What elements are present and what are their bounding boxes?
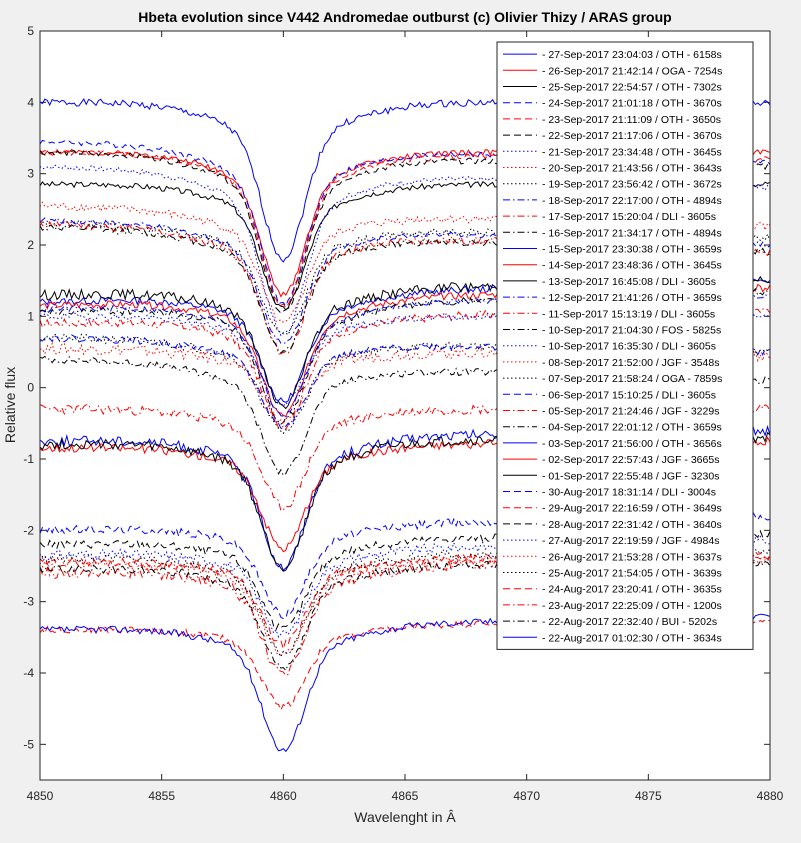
legend-label: - 14-Sep-2017 23:48:36 / OTH - 3645s	[542, 260, 722, 272]
legend-label: - 26-Aug-2017 21:53:28 / OTH - 3637s	[542, 551, 722, 563]
legend-label: - 19-Sep-2017 23:56:42 / OTH - 3672s	[542, 179, 722, 191]
legend-label: - 25-Sep-2017 22:54:57 / OTH - 7302s	[542, 82, 722, 94]
legend-label: - 15-Sep-2017 23:30:38 / OTH - 3659s	[542, 244, 722, 256]
legend-label: - 05-Sep-2017 21:24:46 / JGF - 3229s	[542, 406, 719, 418]
legend-label: - 01-Sep-2017 22:55:48 / JGF - 3230s	[542, 470, 719, 482]
series-line	[39, 219, 771, 355]
legend-label: - 07-Sep-2017 21:58:24 / OGA - 7859s	[542, 373, 722, 385]
y-tick-label: -2	[23, 523, 34, 537]
legend-label: - 16-Sep-2017 21:34:17 / OTH - 4894s	[542, 227, 722, 239]
y-axis-label: Relative flux	[2, 367, 18, 443]
legend-label: - 03-Sep-2017 21:56:00 / OTH - 3656s	[542, 438, 722, 450]
legend-label: - 30-Aug-2017 18:31:14 / DLI - 3004s	[542, 487, 716, 499]
legend-label: - 17-Sep-2017 15:20:04 / DLI - 3605s	[542, 211, 716, 223]
x-tick-label: 4855	[148, 789, 175, 803]
legend-label: - 23-Aug-2017 22:25:09 / OTH - 1200s	[542, 600, 722, 612]
legend-label: - 27-Sep-2017 23:04:03 / OTH - 6158s	[542, 49, 722, 61]
x-tick-label: 4870	[513, 789, 540, 803]
legend-label: - 12-Sep-2017 21:41:26 / OTH - 3659s	[542, 292, 722, 304]
legend-label: - 04-Sep-2017 22:01:12 / OTH - 3659s	[542, 422, 722, 434]
x-tick-label: 4865	[392, 789, 419, 803]
legend-label: - 26-Sep-2017 21:42:14 / OGA - 7254s	[542, 65, 722, 77]
legend: - 27-Sep-2017 23:04:03 / OTH - 6158s - 26…	[496, 41, 754, 650]
legend-label: - 22-Aug-2017 22:32:40 / BUI - 5202s	[542, 616, 717, 628]
chart-title: Hbeta evolution since V442 Andromedae ou…	[138, 9, 671, 25]
y-tick-label: -4	[23, 666, 34, 680]
y-tick-labels: -5 -4 -3 -2 -1 0 1 2 3 4 5	[23, 24, 34, 751]
legend-label: - 06-Sep-2017 15:10:25 / DLI - 3605s	[542, 389, 716, 401]
legend-label: - 11-Sep-2017 15:13:19 / DLI - 3605s	[542, 308, 715, 320]
y-tick-label: 0	[27, 381, 34, 395]
y-tick-label: -1	[23, 452, 34, 466]
legend-label: - 10-Sep-2017 16:35:30 / DLI - 3605s	[542, 341, 716, 353]
legend-label: - 13-Sep-2017 16:45:08 / DLI - 3605s	[542, 276, 716, 288]
y-tick-label: 3	[27, 167, 34, 181]
legend-label: - 21-Sep-2017 23:34:48 / OTH - 3645s	[542, 146, 722, 158]
legend-label: - 24-Sep-2017 21:01:18 / OTH - 3670s	[542, 98, 722, 110]
y-tick-label: 2	[27, 238, 34, 252]
legend-label: - 28-Aug-2017 22:31:42 / OTH - 3640s	[542, 519, 722, 531]
x-tick-labels: 4850 4855 4860 4865 4870 4875 4880	[27, 789, 784, 803]
legend-label: - 18-Sep-2017 22:17:00 / OTH - 4894s	[542, 195, 722, 207]
legend-label: - 24-Aug-2017 23:20:41 / OTH - 3635s	[542, 584, 722, 596]
series-line	[39, 148, 771, 309]
legend-label: - 02-Sep-2017 22:57:43 / JGF - 3665s	[542, 454, 719, 466]
legend-label: - 27-Aug-2017 22:19:59 / JGF - 4984s	[542, 535, 719, 547]
series-line	[39, 287, 771, 425]
legend-label: - 25-Aug-2017 21:54:05 / OTH - 3639s	[542, 568, 722, 580]
x-axis-label: Wavelenght in Â	[354, 809, 456, 825]
legend-label: - 22-Sep-2017 21:17:06 / OTH - 3670s	[542, 130, 722, 142]
series-line	[39, 535, 771, 639]
legend-label: - 23-Sep-2017 21:11:09 / OTH - 3650s	[542, 114, 721, 126]
y-tick-label: 4	[27, 95, 34, 109]
series-line	[39, 220, 771, 336]
series-line	[39, 546, 771, 658]
legend-box	[496, 41, 754, 650]
y-tick-label: 5	[27, 24, 34, 38]
legend-label: - 20-Sep-2017 21:43:56 / OTH - 3643s	[542, 163, 722, 175]
plot-frame	[39, 30, 771, 781]
legend-label: - 22-Aug-2017 01:02:30 / OTH - 3634s	[542, 632, 722, 644]
y-tick-label: -5	[23, 737, 34, 751]
x-tick-label: 4850	[27, 789, 54, 803]
series-line	[39, 139, 771, 307]
y-tick-label: 1	[27, 309, 34, 323]
x-tick-label: 4860	[270, 789, 297, 803]
x-tick-label: 4880	[757, 789, 784, 803]
legend-label: - 08-Sep-2017 21:52:00 / JGF - 3548s	[542, 357, 719, 369]
legend-label: - 29-Aug-2017 22:16:59 / OTH - 3649s	[542, 503, 722, 515]
legend-label: - 10-Sep-2017 21:04:30 / FOS - 5825s	[542, 325, 721, 337]
y-tick-label: -3	[23, 595, 34, 609]
x-tick-label: 4875	[635, 789, 662, 803]
